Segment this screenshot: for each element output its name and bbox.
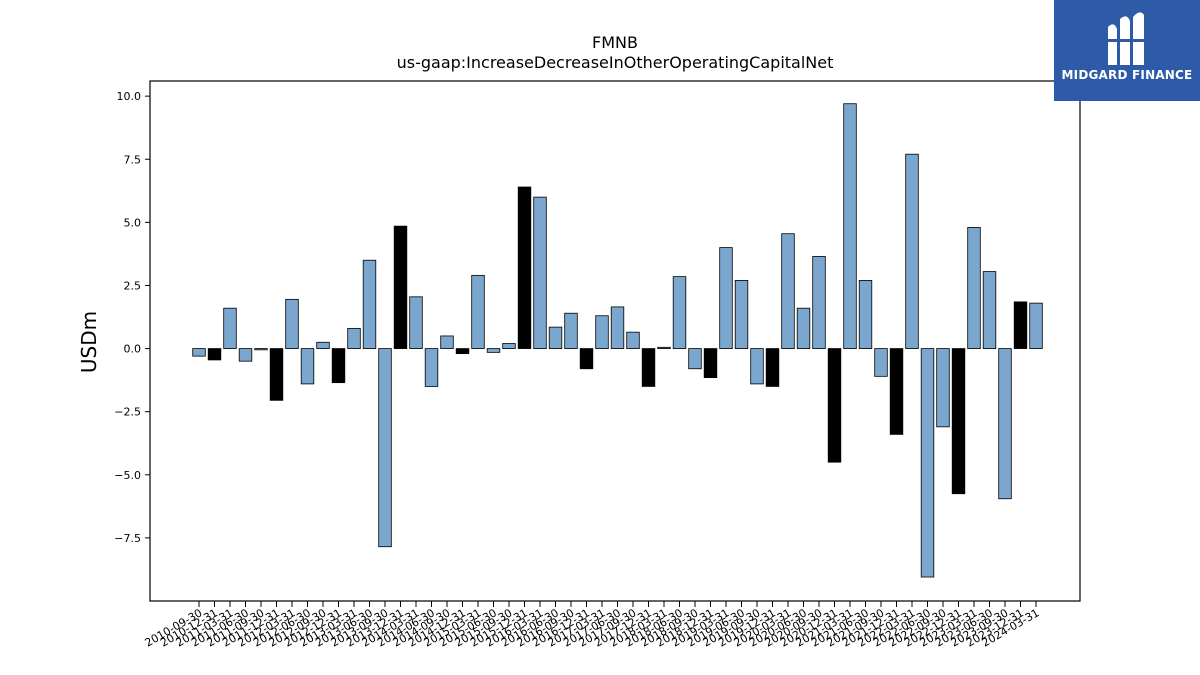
logo-text: MIDGARD FINANCE bbox=[1061, 68, 1193, 82]
bar-2020-12-31 bbox=[827, 348, 842, 463]
y-tick-label: −7.5 bbox=[114, 532, 141, 545]
y-tick-label: −2.5 bbox=[114, 406, 141, 419]
bar-2012-03-31 bbox=[285, 298, 299, 349]
bar-2015-12-31 bbox=[517, 186, 532, 349]
bar-2021-09-30 bbox=[874, 348, 888, 377]
bar-2018-09-30 bbox=[688, 348, 702, 370]
bar-2015-09-30 bbox=[502, 343, 516, 349]
y-tick-label: 2.5 bbox=[124, 279, 142, 292]
y-tick-label: 5.0 bbox=[124, 216, 142, 229]
bar-2023-12-31 bbox=[1013, 301, 1028, 349]
bar-2017-06-30 bbox=[610, 306, 625, 349]
bar-2010-09-30 bbox=[192, 348, 206, 357]
bar-2017-03-31 bbox=[595, 315, 609, 349]
bar-2018-03-31 bbox=[657, 346, 671, 349]
bar-2021-06-30 bbox=[858, 280, 873, 349]
bar-2019-06-30 bbox=[734, 280, 749, 349]
x-axis: 2010-09-302010-12-312011-03-312011-06-30… bbox=[143, 601, 1042, 650]
bar-2016-09-30 bbox=[564, 312, 578, 349]
bar-2022-03-31 bbox=[905, 153, 919, 349]
bar-2024-03-31 bbox=[1029, 302, 1043, 349]
bar-2012-12-31 bbox=[331, 348, 346, 384]
midgard-logo-icon bbox=[1106, 12, 1146, 65]
bar-2018-12-31 bbox=[703, 348, 718, 379]
bar-series bbox=[192, 103, 1043, 578]
bar-2015-06-30 bbox=[486, 348, 501, 353]
y-axis: 10.0 7.5 5.0 2.5 0.0 −2.5 −5.0 −7.5 bbox=[114, 90, 150, 545]
chart-title: FMNB bbox=[592, 33, 638, 52]
bar-2021-03-31 bbox=[843, 103, 857, 349]
bar-2013-09-30 bbox=[378, 348, 392, 548]
bar-2016-12-31 bbox=[579, 348, 594, 370]
bar-2011-06-30 bbox=[238, 348, 253, 362]
bar-2019-12-31 bbox=[765, 348, 780, 387]
y-tick-label: 0.0 bbox=[124, 343, 142, 356]
bar-2020-03-31 bbox=[781, 233, 795, 349]
y-tick-label: 10.0 bbox=[117, 90, 142, 103]
bar-2015-03-31 bbox=[471, 274, 485, 349]
bar-2013-06-30 bbox=[362, 259, 377, 349]
bar-2016-06-30 bbox=[548, 326, 563, 349]
bar-2022-12-31 bbox=[951, 348, 966, 495]
bar-2016-03-31 bbox=[533, 196, 547, 349]
bar-2022-06-30 bbox=[920, 348, 935, 578]
bar-2011-09-30 bbox=[254, 348, 268, 351]
bar-2014-06-30 bbox=[424, 348, 439, 387]
bar-2011-12-31 bbox=[269, 348, 284, 401]
plot-frame bbox=[149, 80, 1081, 602]
bar-2012-09-30 bbox=[316, 341, 330, 349]
bar-2017-12-31 bbox=[641, 348, 656, 387]
bar-2023-06-30 bbox=[982, 271, 997, 349]
bar-2019-03-31 bbox=[719, 247, 733, 349]
y-tick-label: −5.0 bbox=[114, 469, 141, 482]
chart-subtitle: us-gaap:IncreaseDecreaseInOtherOperating… bbox=[397, 53, 834, 72]
brand-logo: MIDGARD FINANCE bbox=[1054, 0, 1200, 101]
y-axis-label: USDm bbox=[77, 311, 101, 373]
bar-2017-09-30 bbox=[626, 331, 640, 349]
bar-2023-03-31 bbox=[967, 227, 981, 349]
bar-2019-09-30 bbox=[750, 348, 764, 385]
bar-2011-03-31 bbox=[223, 307, 237, 349]
y-tick-label: 7.5 bbox=[124, 153, 142, 166]
bar-2020-06-30 bbox=[796, 307, 811, 349]
bar-2013-12-31 bbox=[393, 225, 408, 349]
bar-2018-06-30 bbox=[672, 276, 687, 349]
bar-2021-12-31 bbox=[889, 348, 904, 435]
bar-2020-09-30 bbox=[812, 256, 826, 349]
bar-2010-12-31 bbox=[207, 348, 222, 361]
bar-2012-06-30 bbox=[300, 348, 315, 385]
bar-2014-09-30 bbox=[440, 335, 454, 349]
bar-2023-09-30 bbox=[998, 348, 1012, 500]
bar-2013-03-31 bbox=[347, 327, 361, 349]
bar-2014-03-31 bbox=[409, 296, 423, 349]
bar-2022-09-30 bbox=[936, 348, 950, 428]
bar-2014-12-31 bbox=[455, 348, 470, 355]
